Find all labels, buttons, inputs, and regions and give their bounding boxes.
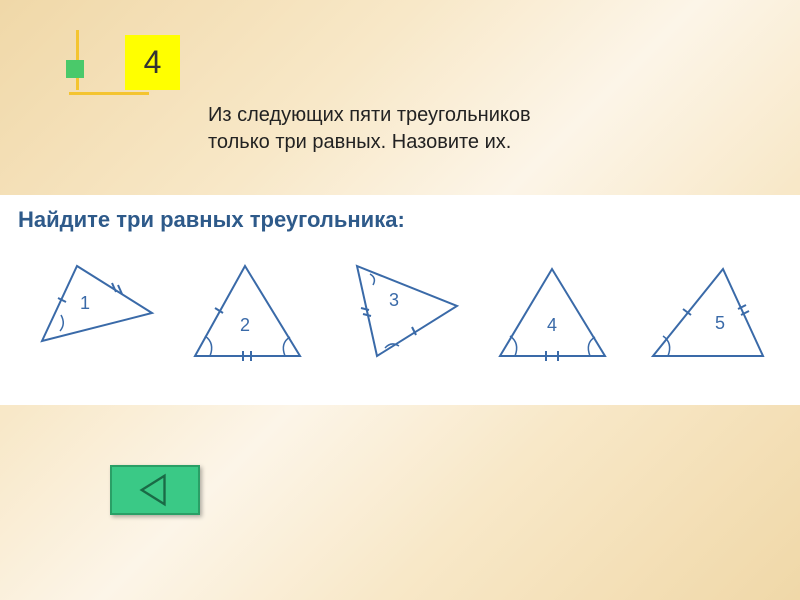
content-panel: Найдите три равных треугольника: 1 2 <box>0 195 800 405</box>
slide-decoration <box>66 30 86 110</box>
triangle-3: 3 <box>327 251 472 381</box>
panel-title: Найдите три равных треугольника: <box>18 207 782 233</box>
triangle-4: 4 <box>480 251 625 381</box>
triangle-5: 5 <box>633 251 778 381</box>
question-line-1: Из следующих пяти треугольников <box>208 102 688 129</box>
triangle-5-label: 5 <box>715 313 725 333</box>
triangle-4-label: 4 <box>547 315 557 335</box>
triangle-2-label: 2 <box>240 315 250 335</box>
back-arrow-icon <box>136 471 174 509</box>
slide-number: 4 <box>144 44 162 81</box>
back-button[interactable] <box>110 465 200 515</box>
question-text: Из следующих пяти треугольников только т… <box>208 102 688 156</box>
slide-number-box: 4 <box>125 35 180 90</box>
triangle-2: 2 <box>175 251 320 381</box>
triangle-1: 1 <box>22 251 167 381</box>
triangles-row: 1 2 3 4 <box>18 243 782 388</box>
question-line-2: только три равных. Назовите их. <box>208 129 688 156</box>
triangle-1-label: 1 <box>80 293 90 313</box>
triangle-3-label: 3 <box>389 290 399 310</box>
